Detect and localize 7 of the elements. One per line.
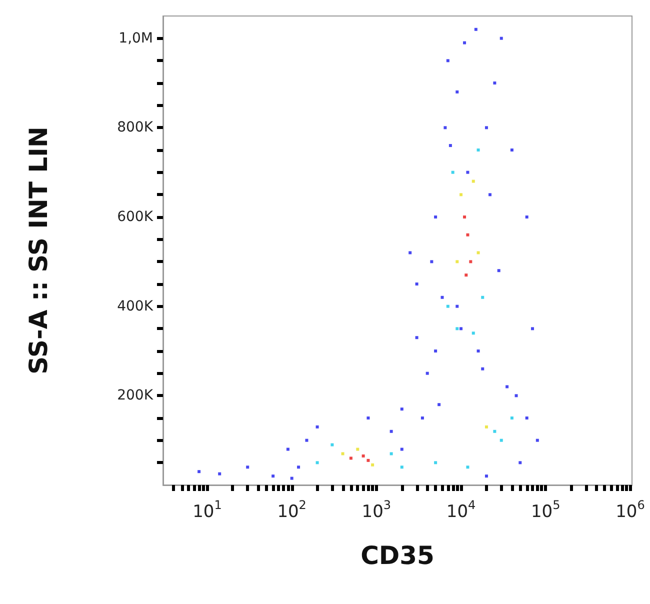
y-tick-label: 400K bbox=[117, 298, 154, 314]
x-axis-title: CD35 bbox=[360, 541, 434, 570]
y-axis-title: SS-A :: SS INT LIN bbox=[24, 126, 53, 374]
y-tick-label: 800K bbox=[117, 120, 154, 136]
y-tick-label: 600K bbox=[117, 209, 154, 225]
y-tick-label: 1,0M bbox=[118, 30, 153, 46]
y-tick-label: 200K bbox=[117, 388, 154, 404]
